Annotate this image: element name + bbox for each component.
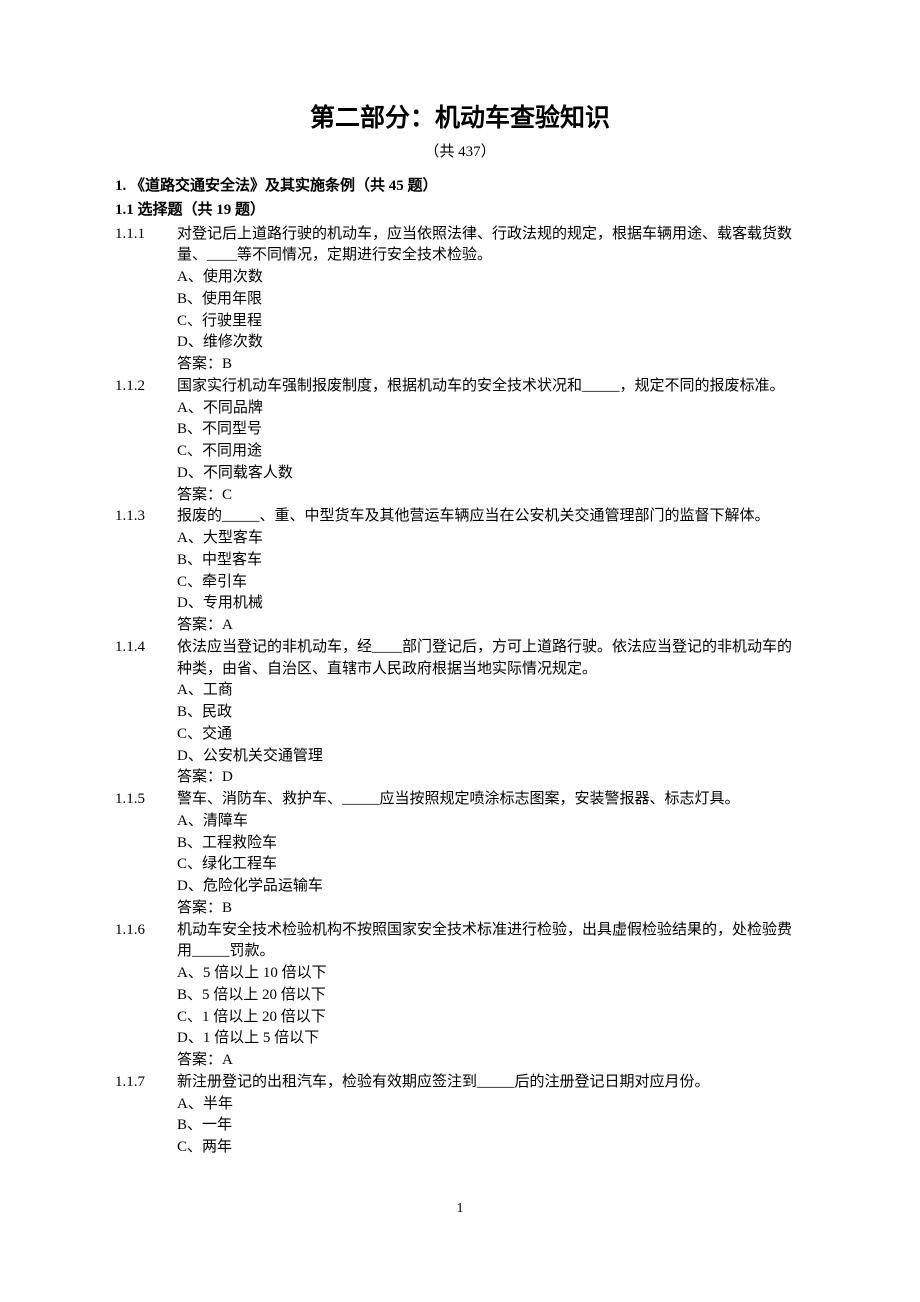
question-option: B、不同型号 (177, 419, 805, 441)
questions-list: 1.1.1对登记后上道路行驶的机动车，应当依照法律、行政法规的规定，根据车辆用途… (115, 224, 805, 1159)
question-option: B、中型客车 (177, 550, 805, 572)
question-row: 1.1.1对登记后上道路行驶的机动车，应当依照法律、行政法规的规定，根据车辆用途… (115, 224, 805, 376)
question-option: A、不同品牌 (177, 398, 805, 420)
question-option: A、半年 (177, 1094, 805, 1116)
question-answer: 答案：D (177, 767, 805, 789)
question-number: 1.1.1 (115, 224, 177, 246)
question-option: C、不同用途 (177, 441, 805, 463)
question-option: D、危险化学品运输车 (177, 876, 805, 898)
question-number: 1.1.7 (115, 1072, 177, 1094)
question-number: 1.1.5 (115, 789, 177, 811)
question-option: B、使用年限 (177, 289, 805, 311)
question-answer: 答案：B (177, 354, 805, 376)
question-option: D、维修次数 (177, 332, 805, 354)
question-number: 1.1.2 (115, 376, 177, 398)
question-answer: 答案：B (177, 898, 805, 920)
question-stem: 机动车安全技术检验机构不按照国家安全技术标准进行检验，出具虚假检验结果的，处检验… (177, 920, 805, 964)
question-number: 1.1.6 (115, 920, 177, 942)
question-option: D、公安机关交通管理 (177, 746, 805, 768)
question-answer: 答案：A (177, 1050, 805, 1072)
section-heading: 1. 《道路交通安全法》及其实施条例（共 45 题） (115, 176, 805, 198)
question-answer: 答案：C (177, 485, 805, 507)
question-option: B、工程救险车 (177, 833, 805, 855)
question-stem: 新注册登记的出租汽车，检验有效期应签注到_____后的注册登记日期对应月份。 (177, 1072, 805, 1094)
question-stem: 依法应当登记的非机动车，经____部门登记后，方可上道路行驶。依法应当登记的非机… (177, 637, 805, 681)
question-option: C、两年 (177, 1137, 805, 1159)
subsection-num: 1.1 (115, 202, 134, 218)
question-stem: 对登记后上道路行驶的机动车，应当依照法律、行政法规的规定，根据车辆用途、载客载货… (177, 224, 805, 268)
question-option: B、5 倍以上 20 倍以下 (177, 985, 805, 1007)
question-option: A、大型客车 (177, 528, 805, 550)
question-option: B、一年 (177, 1115, 805, 1137)
question-row: 1.1.3报废的_____、重、中型货车及其他营运车辆应当在公安机关交通管理部门… (115, 506, 805, 637)
question-row: 1.1.6机动车安全技术检验机构不按照国家安全技术标准进行检验，出具虚假检验结果… (115, 920, 805, 1072)
question-option: C、绿化工程车 (177, 854, 805, 876)
question-answer: 答案：A (177, 615, 805, 637)
question-stem: 报废的_____、重、中型货车及其他营运车辆应当在公安机关交通管理部门的监督下解… (177, 506, 805, 528)
question-row: 1.1.2国家实行机动车强制报废制度，根据机动车的安全技术状况和_____，规定… (115, 376, 805, 507)
question-number: 1.1.3 (115, 506, 177, 528)
section-name: 《道路交通安全法》及其实施条例（共 45 题） (130, 178, 438, 194)
question-row: 1.1.4依法应当登记的非机动车，经____部门登记后，方可上道路行驶。依法应当… (115, 637, 805, 789)
question-number: 1.1.4 (115, 637, 177, 659)
question-option: A、工商 (177, 680, 805, 702)
subsection-name: 选择题（共 19 题） (138, 202, 266, 218)
question-body: 对登记后上道路行驶的机动车，应当依照法律、行政法规的规定，根据车辆用途、载客载货… (177, 224, 805, 376)
question-option: D、专用机械 (177, 593, 805, 615)
question-body: 新注册登记的出租汽车，检验有效期应签注到_____后的注册登记日期对应月份。A、… (177, 1072, 805, 1159)
question-block: 1.1.3报废的_____、重、中型货车及其他营运车辆应当在公安机关交通管理部门… (115, 506, 805, 637)
question-option: A、使用次数 (177, 267, 805, 289)
question-body: 国家实行机动车强制报废制度，根据机动车的安全技术状况和_____，规定不同的报废… (177, 376, 805, 507)
question-body: 警车、消防车、救护车、_____应当按照规定喷涂标志图案，安装警报器、标志灯具。… (177, 789, 805, 920)
question-option: B、民政 (177, 702, 805, 724)
question-block: 1.1.6机动车安全技术检验机构不按照国家安全技术标准进行检验，出具虚假检验结果… (115, 920, 805, 1072)
question-block: 1.1.2国家实行机动车强制报废制度，根据机动车的安全技术状况和_____，规定… (115, 376, 805, 507)
question-body: 依法应当登记的非机动车，经____部门登记后，方可上道路行驶。依法应当登记的非机… (177, 637, 805, 789)
question-block: 1.1.4依法应当登记的非机动车，经____部门登记后，方可上道路行驶。依法应当… (115, 637, 805, 789)
question-body: 报废的_____、重、中型货车及其他营运车辆应当在公安机关交通管理部门的监督下解… (177, 506, 805, 637)
question-option: C、牵引车 (177, 572, 805, 594)
page-number: 1 (115, 1199, 805, 1219)
question-body: 机动车安全技术检验机构不按照国家安全技术标准进行检验，出具虚假检验结果的，处检验… (177, 920, 805, 1072)
question-option: C、行驶里程 (177, 311, 805, 333)
question-row: 1.1.7新注册登记的出租汽车，检验有效期应签注到_____后的注册登记日期对应… (115, 1072, 805, 1159)
question-option: C、1 倍以上 20 倍以下 (177, 1007, 805, 1029)
document-subtitle: （共 437） (115, 142, 805, 164)
question-row: 1.1.5警车、消防车、救护车、_____应当按照规定喷涂标志图案，安装警报器、… (115, 789, 805, 920)
subsection-heading: 1.1 选择题（共 19 题） (115, 200, 805, 222)
question-option: C、交通 (177, 724, 805, 746)
question-stem: 警车、消防车、救护车、_____应当按照规定喷涂标志图案，安装警报器、标志灯具。 (177, 789, 805, 811)
question-option: D、不同载客人数 (177, 463, 805, 485)
question-block: 1.1.5警车、消防车、救护车、_____应当按照规定喷涂标志图案，安装警报器、… (115, 789, 805, 920)
question-block: 1.1.7新注册登记的出租汽车，检验有效期应签注到_____后的注册登记日期对应… (115, 1072, 805, 1159)
question-option: D、1 倍以上 5 倍以下 (177, 1028, 805, 1050)
question-stem: 国家实行机动车强制报废制度，根据机动车的安全技术状况和_____，规定不同的报废… (177, 376, 805, 398)
question-option: A、5 倍以上 10 倍以下 (177, 963, 805, 985)
question-option: A、清障车 (177, 811, 805, 833)
document-title: 第二部分：机动车查验知识 (115, 100, 805, 136)
question-block: 1.1.1对登记后上道路行驶的机动车，应当依照法律、行政法规的规定，根据车辆用途… (115, 224, 805, 376)
section-num: 1. (115, 178, 126, 194)
